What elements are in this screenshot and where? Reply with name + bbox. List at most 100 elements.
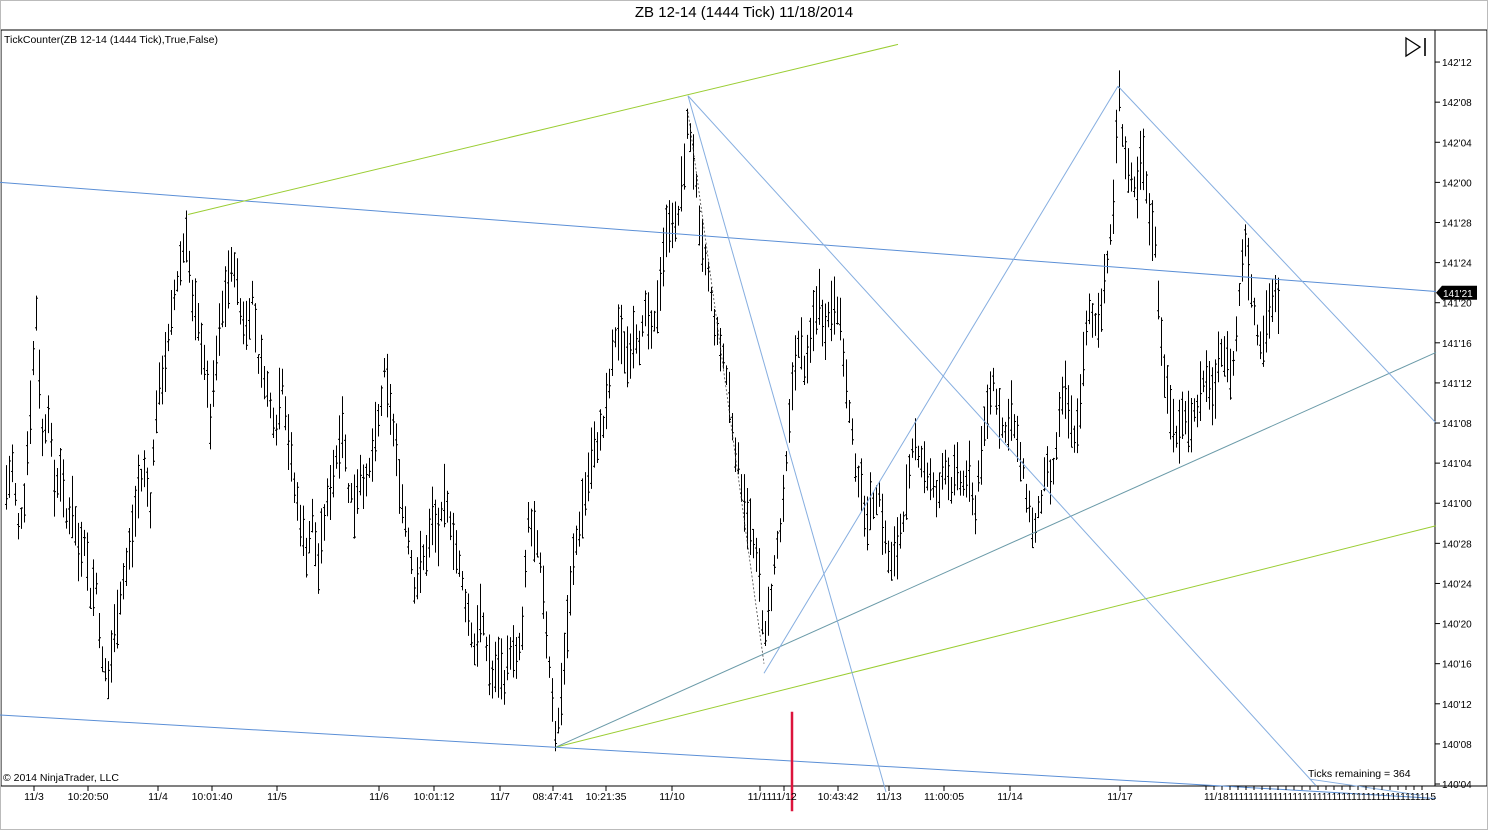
ohlc-bar — [8, 455, 11, 498]
ohlc-bar — [314, 522, 317, 567]
channel-lower-blue[interactable] — [0, 714, 1437, 799]
ohlc-bar — [470, 622, 473, 648]
ohlc-bar — [365, 463, 368, 497]
ohlc-bar — [1073, 425, 1076, 453]
ohlc-bar — [956, 442, 959, 491]
fan-from-high-3[interactable] — [687, 95, 1317, 786]
ohlc-bar — [785, 451, 788, 472]
ohlc-bar — [953, 444, 956, 496]
green-lower[interactable] — [555, 525, 1437, 748]
ohlc-bar — [497, 636, 500, 698]
ohlc-bar — [638, 330, 641, 366]
ohlc-bar — [329, 464, 332, 520]
ohlc-bar — [515, 636, 518, 679]
ohlc-bar — [143, 450, 146, 488]
ohlc-bar — [83, 529, 86, 557]
ohlc-bar — [251, 280, 254, 305]
ohlc-bar — [677, 205, 680, 226]
ohlc-bar — [1118, 70, 1121, 112]
y-tick-label: 140'16 — [1442, 660, 1472, 671]
ohlc-bar — [485, 636, 488, 662]
ohlc-bar — [794, 335, 797, 391]
ohlc-bar — [422, 544, 425, 571]
ohlc-bar — [350, 482, 353, 503]
fan-from-low-1[interactable] — [763, 85, 1119, 674]
ohlc-bar — [524, 549, 527, 588]
ohlc-bar — [608, 368, 611, 399]
ohlc-bar — [1121, 124, 1124, 147]
ohlc-bar — [827, 301, 830, 328]
x-tick-label: 11/10 — [659, 791, 685, 803]
ohlc-bar — [977, 460, 980, 492]
fan-from-high-2[interactable] — [1117, 85, 1437, 424]
ohlc-bar — [173, 279, 176, 311]
ticks-remaining-line[interactable] — [1309, 778, 1421, 796]
ohlc-bar — [1226, 331, 1229, 383]
ohlc-bar — [992, 367, 995, 392]
ohlc-bar — [809, 317, 812, 363]
ohlc-bar — [464, 588, 467, 623]
teal-trend[interactable] — [555, 351, 1437, 748]
ohlc-bar — [26, 431, 29, 476]
ohlc-bar — [1193, 398, 1196, 422]
chart-title: ZB 12-14 (1444 Tick) 11/18/2014 — [634, 4, 854, 21]
ohlc-bar — [1235, 316, 1238, 352]
ohlc-bar — [53, 459, 56, 517]
ohlc-bar — [311, 498, 314, 533]
ohlc-bar — [926, 462, 929, 491]
ohlc-bar — [299, 504, 302, 547]
ohlc-bar — [749, 498, 752, 555]
ohlc-bar — [281, 368, 284, 395]
ohlc-bar — [98, 612, 101, 649]
ohlc-bar — [887, 540, 890, 574]
fan-from-high-1[interactable] — [687, 95, 887, 793]
ohlc-bar — [110, 630, 113, 683]
ohlc-bar — [1001, 417, 1004, 438]
channel-upper-blue[interactable] — [0, 181, 1437, 292]
ohlc-bar — [440, 501, 443, 522]
ohlc-bar — [1091, 303, 1094, 338]
y-tick-label: 140'24 — [1442, 579, 1472, 590]
ohlc-bar — [455, 530, 458, 574]
ohlc-bar — [1157, 280, 1160, 320]
ohlc-bar — [1265, 290, 1268, 353]
ohlc-bar — [641, 315, 644, 337]
ohlc-bar — [1076, 398, 1079, 454]
ohlc-bar — [668, 200, 671, 253]
x-tick-label: 10:01:12 — [414, 791, 455, 803]
ohlc-bar — [593, 421, 596, 468]
ohlc-bar — [68, 497, 71, 535]
ohlc-bar — [245, 300, 248, 350]
skip-forward-icon[interactable] — [1405, 36, 1426, 58]
y-tick-label: 141'12 — [1442, 379, 1472, 390]
ohlc-bar — [506, 635, 509, 681]
ohlc-bar — [326, 478, 329, 517]
ohlc-bar — [29, 380, 32, 445]
x-tick-label: 10:01:40 — [192, 791, 233, 803]
ohlc-bar — [101, 646, 104, 673]
ohlc-bar — [566, 594, 569, 659]
ohlc-bar — [308, 520, 311, 554]
ohlc-bar — [626, 326, 629, 388]
ohlc-bar — [65, 508, 68, 529]
ohlc-bar — [266, 370, 269, 407]
ohlc-bar — [95, 572, 98, 595]
ohlc-bar — [851, 418, 854, 445]
ohlc-bar — [1169, 384, 1172, 440]
green-upper[interactable] — [187, 43, 899, 215]
ohlc-bar — [512, 625, 515, 678]
ohlc-bar — [878, 480, 881, 507]
ohlc-bar — [932, 472, 935, 498]
ohlc-bar — [833, 276, 836, 335]
ohlc-bar — [983, 406, 986, 447]
ohlc-bar — [635, 324, 638, 354]
ohlc-bar — [1130, 162, 1133, 192]
ohlc-bar — [47, 395, 50, 434]
ohlc-bar — [74, 506, 77, 546]
ohlc-bar — [215, 335, 218, 381]
dashed-line[interactable] — [687, 111, 765, 664]
ohlc-bar — [338, 415, 341, 479]
ohlc-bar — [275, 414, 278, 446]
ohlc-bar — [1229, 348, 1232, 400]
